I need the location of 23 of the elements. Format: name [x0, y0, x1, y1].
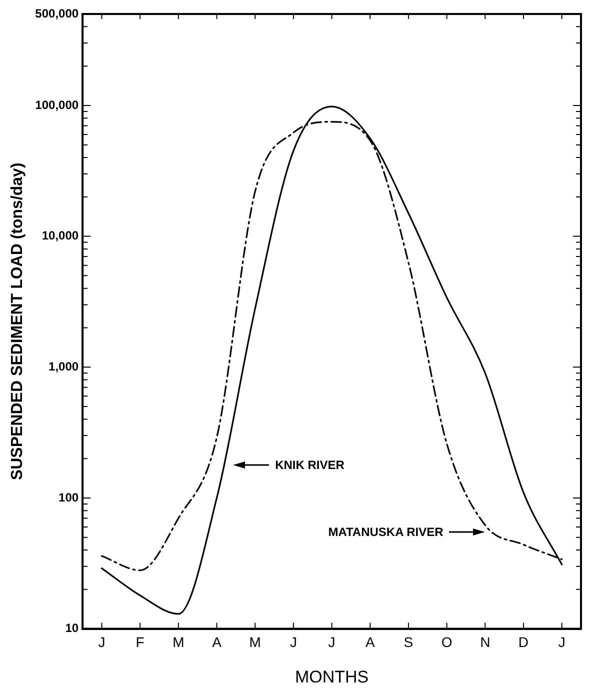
- x-tick-label: J: [290, 634, 297, 650]
- x-tick-label: S: [404, 634, 414, 650]
- y-tick-label: 100,000: [35, 98, 79, 112]
- x-tick-label: M: [172, 634, 184, 650]
- x-tick-label: O: [441, 634, 452, 650]
- y-tick-label: 10: [65, 621, 79, 636]
- x-tick-label: N: [480, 634, 490, 650]
- x-axis-title: MONTHS: [294, 667, 369, 686]
- x-tick-label: J: [98, 634, 106, 650]
- y-axis-title: SUSPENDED SEDIMENT LOAD (tons/day): [9, 162, 26, 480]
- x-tick-label: F: [136, 634, 144, 650]
- y-tick-label: 1,000: [48, 359, 79, 374]
- annotation: KNIK RIVER: [275, 458, 344, 472]
- y-tick-label: 10,000: [42, 228, 79, 243]
- x-tick-label: J: [328, 634, 336, 650]
- x-tick-label: A: [212, 634, 222, 650]
- x-tick-label: M: [249, 634, 261, 650]
- annotation: MATANUSKA RIVER: [328, 524, 444, 539]
- y-tick-label: 500,000: [35, 6, 79, 20]
- x-tick-label: D: [518, 634, 529, 650]
- y-tick-label: 100: [58, 490, 79, 504]
- x-tick-label: J: [558, 634, 566, 650]
- x-tick-label: A: [365, 634, 376, 650]
